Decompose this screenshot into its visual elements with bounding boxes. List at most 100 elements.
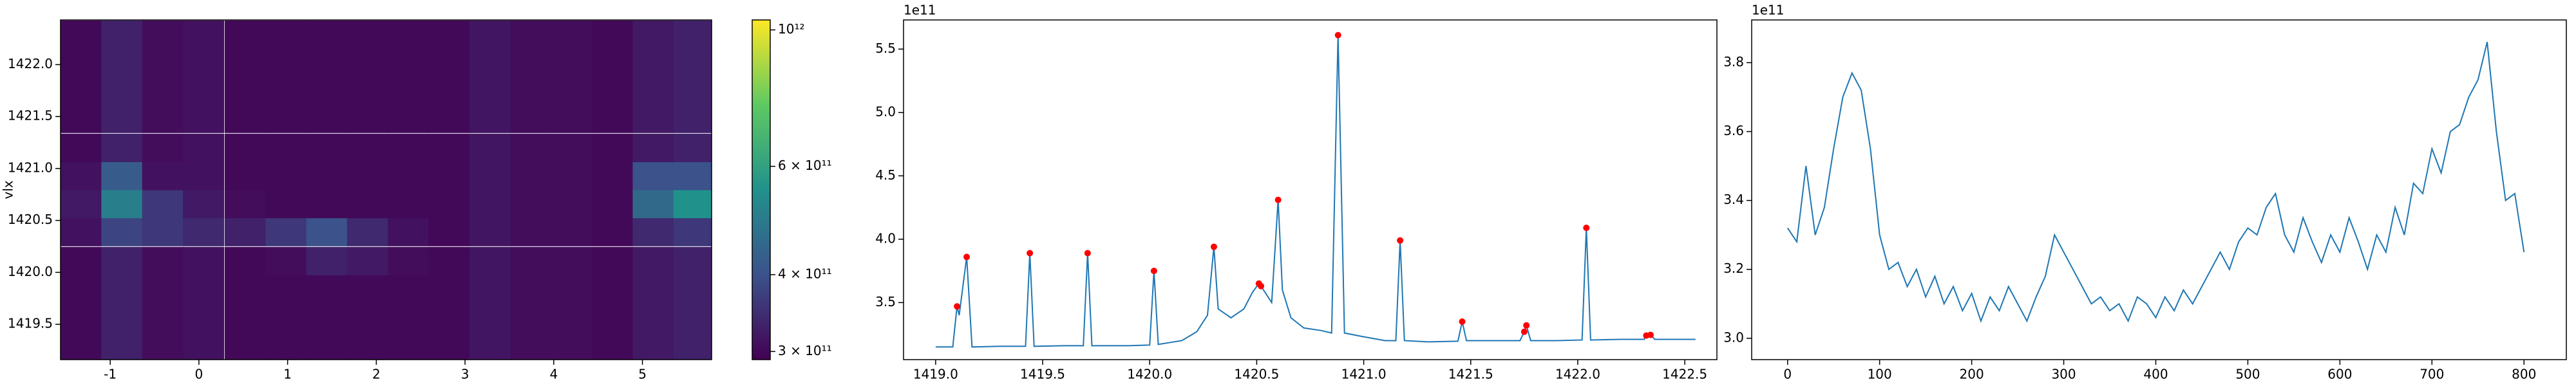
heatmap-cell <box>510 303 552 332</box>
heatmap-cell <box>469 331 511 360</box>
peak-marker <box>1210 243 1217 250</box>
heatmap-cell <box>428 104 470 133</box>
heatmap-cell <box>61 48 102 77</box>
heatmap-cell <box>388 77 430 106</box>
y-tick-label: 1422.0 <box>8 56 53 71</box>
heatmap-cell <box>469 303 511 332</box>
heatmap-cell <box>673 246 712 276</box>
heatmap-cell <box>469 161 511 190</box>
heatmap-cell <box>469 275 511 304</box>
y-tick-label: 1420.0 <box>8 264 53 279</box>
heatmap-cell <box>632 190 674 219</box>
heatmap-cell <box>61 217 102 246</box>
heatmap-cell <box>388 303 430 332</box>
heatmap-cell <box>183 190 225 219</box>
heatmap-cell <box>673 133 712 163</box>
heatmap-cell <box>346 331 388 360</box>
heatmap-cell <box>224 331 266 360</box>
heatmap-cell <box>142 303 184 332</box>
peak-marker <box>1647 331 1654 338</box>
x-tick-label: 700 <box>2420 367 2444 382</box>
heatmap-cell <box>183 104 225 133</box>
x-tick-label: 0 <box>1783 367 1792 382</box>
heatmap-cell <box>632 303 674 332</box>
heatmap-cell <box>224 20 266 50</box>
colorbar-tick-label: 4 × 10¹¹ <box>778 266 832 281</box>
heatmap-cell <box>388 331 430 360</box>
y-tick-label: 4.0 <box>875 230 896 246</box>
heatmap-cell <box>61 133 102 163</box>
x-tick-label: 1422.5 <box>1662 367 1707 382</box>
heatmap-cell <box>388 246 430 276</box>
heatmap-cell <box>101 161 143 190</box>
y-tick-label: 3.2 <box>1723 261 1744 276</box>
heatmap-cell <box>632 246 674 276</box>
heatmap-cell <box>428 217 470 246</box>
colorbar <box>752 19 771 360</box>
heatmap-cell <box>510 246 552 276</box>
heatmap-cell <box>592 161 634 190</box>
heatmap-cell <box>428 331 470 360</box>
heatmap-cell <box>673 161 712 190</box>
heatmap-cell <box>673 275 712 304</box>
x-tick-label: 5 <box>638 367 647 382</box>
heatmap-cell <box>592 133 634 163</box>
heatmap-cell <box>592 217 634 246</box>
heatmap-cell <box>388 48 430 77</box>
heatmap-cell <box>469 20 511 50</box>
heatmap-cell <box>265 20 307 50</box>
heatmap-cell <box>306 217 348 246</box>
y-tick-label: 1421.5 <box>8 108 53 124</box>
heatmap-cell <box>346 48 388 77</box>
heatmap-cell <box>101 77 143 106</box>
heatmap-cell <box>61 331 102 360</box>
heatmap-cell <box>673 48 712 77</box>
heatmap-cell <box>592 20 634 50</box>
heatmap-cell <box>224 161 266 190</box>
heatmap-cell <box>469 217 511 246</box>
heatmap-cell <box>673 104 712 133</box>
axes-frame <box>60 19 712 360</box>
heatmap-cell <box>224 190 266 219</box>
x-tick-label: 800 <box>2512 367 2536 382</box>
heatmap-cell <box>632 161 674 190</box>
heatmap-cell <box>101 20 143 50</box>
heatmap-cell <box>101 331 143 360</box>
heatmap-cell <box>388 20 430 50</box>
peak-marker <box>1583 225 1590 232</box>
x-tick-label: -1 <box>104 367 117 382</box>
heatmap-cell <box>388 275 430 304</box>
heatmap-cell <box>61 190 102 219</box>
heatmap-cell <box>388 217 430 246</box>
y-offset-label: 1e11 <box>904 3 936 18</box>
heatmap-cell <box>592 104 634 133</box>
heatmap-cell <box>224 303 266 332</box>
heatmap-cell <box>183 275 225 304</box>
heatmap-cell <box>306 104 348 133</box>
x-tick-label: 1 <box>283 367 292 382</box>
heatmap-cell <box>428 20 470 50</box>
heatmap-cell <box>551 190 592 219</box>
peak-marker <box>1397 237 1404 244</box>
heatmap-cell <box>265 303 307 332</box>
heatmap-cell <box>224 48 266 77</box>
heatmap-cell <box>61 303 102 332</box>
heatmap-cell <box>346 303 388 332</box>
heatmap-cell <box>632 20 674 50</box>
heatmap-cell <box>510 190 552 219</box>
y-tick-label: 1421.0 <box>8 160 53 175</box>
heatmap-cell <box>183 20 225 50</box>
heatmap-cell <box>306 48 348 77</box>
heatmap-cell <box>510 161 552 190</box>
heatmap-cell <box>101 217 143 246</box>
heatmap-cell <box>510 20 552 50</box>
y-tick-label: 3.6 <box>1723 123 1744 138</box>
peak-marker <box>1027 250 1034 257</box>
heatmap-cell <box>592 331 634 360</box>
heatmap-cell <box>632 48 674 77</box>
heatmap-cell <box>388 133 430 163</box>
heatmap-cell <box>142 133 184 163</box>
y-tick-label: 1419.5 <box>8 316 53 331</box>
heatmap-cell <box>551 20 592 50</box>
x-tick-label: 1422.0 <box>1555 367 1600 382</box>
